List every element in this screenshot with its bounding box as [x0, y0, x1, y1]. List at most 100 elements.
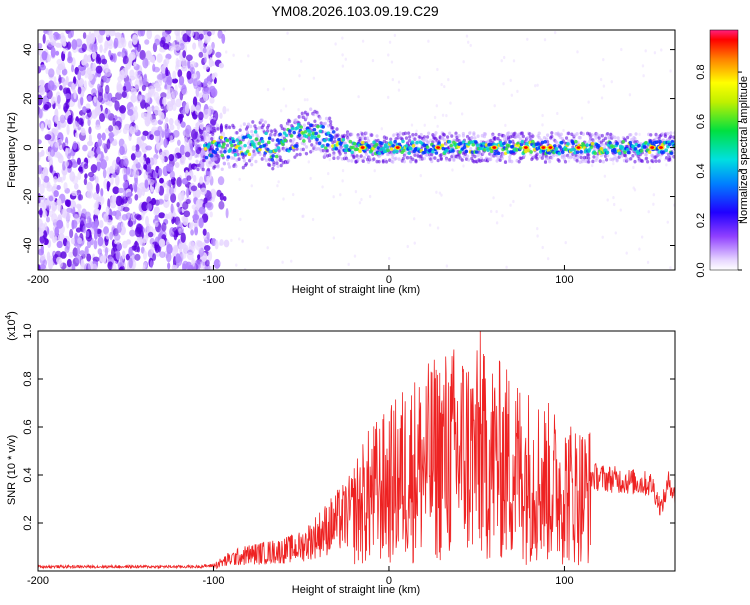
heatmap-scatter-cell [443, 84, 446, 89]
heatmap-ridge-cell [309, 123, 313, 127]
heatmap-noise-cell [146, 203, 153, 211]
heatmap-noise-cell [118, 215, 123, 222]
heatmap-noise-cell [139, 236, 143, 246]
heatmap-noise-cell [87, 171, 95, 178]
heatmap-ridge-cell [350, 150, 354, 155]
heatmap-noise-cell [97, 133, 102, 140]
heatmap-band-cell [517, 159, 521, 164]
heatmap-noise-cell [108, 30, 116, 37]
heatmap-noise-cell [161, 31, 168, 38]
heatmap-noise-cell [41, 50, 48, 61]
heatmap-noise-cell [193, 140, 198, 146]
heatmap-noise-cell [154, 182, 161, 194]
heatmap-band-cell [275, 161, 279, 165]
heatmap-band-cell [436, 158, 440, 163]
heatmap-noise-cell [145, 145, 152, 151]
heatmap-band-cell [559, 132, 563, 137]
heatmap-scatter-cell [445, 114, 448, 118]
heatmap-scatter-cell [339, 193, 342, 197]
heatmap-noise-cell [97, 91, 104, 103]
heatmap-ridge-cell [299, 125, 304, 129]
heatmap-band-cell [550, 131, 554, 135]
heatmap-noise-cell [192, 31, 200, 41]
heatmap-noise-cell [135, 223, 143, 235]
heatmap-ridge-cell [554, 146, 559, 151]
heatmap-ridge-cell [449, 143, 454, 148]
heatmap-band-cell [473, 136, 477, 140]
heatmap-noise-cell [74, 132, 79, 139]
heatmap-ridge-cell [621, 140, 626, 144]
heatmap-band-cell [248, 158, 252, 163]
heatmap-scatter-cell [397, 80, 401, 84]
heatmap-ridge-cell [409, 147, 413, 151]
heatmap-scatter-cell [307, 160, 310, 164]
heatmap-noise-cell [142, 112, 148, 120]
heatmap-band-cell [262, 156, 266, 160]
heatmap-band-cell [649, 133, 653, 137]
heatmap-noise-cell [186, 187, 190, 198]
heatmap-noise-cell [75, 227, 82, 233]
heatmap-scatter-cell [232, 53, 235, 57]
heatmap-noise-cell [176, 202, 180, 208]
heatmap-y-label: Frequency (Hz) [6, 112, 18, 188]
heatmap-noise-cell [56, 94, 61, 104]
heatmap-noise-cell [78, 78, 83, 89]
heatmap-band-cell [244, 162, 249, 166]
heatmap-noise-cell [146, 223, 151, 233]
heatmap-noise-cell [132, 34, 138, 45]
heatmap-band-cell [613, 135, 617, 140]
heatmap-band-cell [295, 152, 299, 157]
heatmap-noise-cell [203, 244, 211, 252]
heatmap-noise-cell [56, 184, 61, 191]
heatmap-band-cell [272, 160, 276, 165]
heatmap-noise-cell [46, 54, 51, 63]
heatmap-noise-cell [49, 165, 53, 173]
heatmap-band-cell [365, 136, 370, 140]
heatmap-ridge-cell [529, 150, 533, 154]
heatmap-scatter-cell [460, 112, 464, 116]
heatmap-band-cell [302, 142, 306, 146]
heatmap-band-cell [202, 127, 206, 131]
heatmap-scatter-cell [580, 116, 584, 120]
heatmap-noise-cell [126, 191, 133, 198]
heatmap-noise-cell [57, 232, 65, 243]
heatmap-noise-cell [223, 239, 230, 248]
heatmap-noise-cell [202, 228, 207, 236]
heatmap-noise-cell [55, 121, 62, 131]
heatmap-band-cell [657, 159, 661, 163]
heatmap-band-cell [220, 167, 224, 172]
heatmap-noise-cell [133, 61, 137, 67]
heatmap-noise-cell [115, 91, 123, 101]
heatmap-band-cell [338, 152, 342, 156]
heatmap-noise-cell [66, 258, 72, 268]
heatmap-noise-cell [90, 164, 98, 173]
heatmap-band-cell [543, 160, 548, 164]
heatmap-band-cell [273, 132, 277, 137]
heatmap-noise-cell [88, 134, 92, 144]
heatmap-scatter-cell [603, 174, 607, 178]
heatmap-noise-cell [134, 158, 139, 164]
heatmap-noise-cell [54, 226, 60, 237]
heatmap-band-cell [588, 139, 592, 144]
heatmap-scatter-cell [391, 77, 395, 82]
heatmap-band-cell [557, 159, 561, 163]
heatmap-noise-cell [115, 250, 121, 261]
heatmap-noise-cell [115, 174, 120, 186]
heatmap-ridge-cell [547, 151, 552, 155]
heatmap-ridge-cell [252, 142, 256, 146]
heatmap-band-cell [496, 136, 500, 141]
heatmap-band-cell [578, 135, 582, 140]
heatmap-band-cell [209, 123, 213, 128]
heatmap-band-cell [201, 167, 205, 172]
heatmap-band-cell [473, 154, 477, 159]
heatmap-noise-cell [132, 169, 140, 179]
heatmap-band-cell [274, 130, 278, 134]
heatmap-band-cell [489, 157, 493, 162]
heatmap-ridge-cell [608, 141, 612, 145]
heatmap-scatter-cell [427, 39, 430, 43]
heatmap-noise-cell [114, 100, 120, 111]
heatmap-noise-cell [190, 229, 194, 236]
heatmap-noise-cell [54, 128, 59, 136]
snr-x-tick-label: -200 [27, 575, 49, 587]
heatmap-noise-cell [197, 254, 201, 260]
